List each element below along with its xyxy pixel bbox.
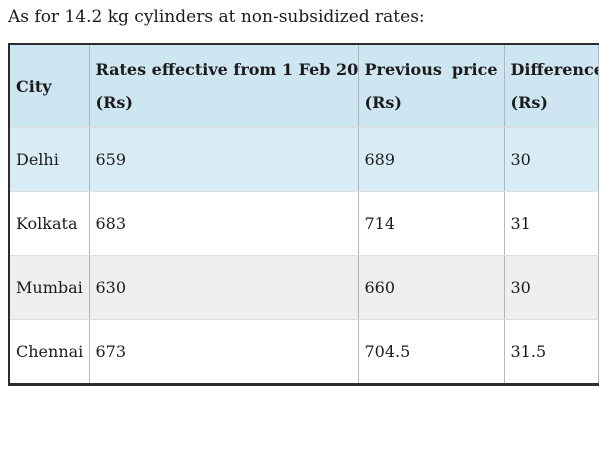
table-row: Kolkata 683 714 31 <box>9 191 599 256</box>
difference-cell: 30 <box>504 255 599 320</box>
previous-price-cell: 660 <box>358 255 505 320</box>
column-header-difference-unit: (Rs) <box>510 93 548 112</box>
previous-price-cell: 714 <box>358 191 505 256</box>
table-row: Delhi 659 689 30 <box>9 127 599 192</box>
column-header-city: City <box>9 44 90 128</box>
city-cell: Kolkata <box>9 191 90 256</box>
new-rate-cell: 683 <box>89 191 359 256</box>
new-rate-cell: 630 <box>89 255 359 320</box>
article-snippet: As for 14.2 kg cylinders at non-subsidiz… <box>0 7 600 450</box>
column-header-previous-price-unit: (Rs) <box>364 93 402 112</box>
column-header-previous-price-label: Previous price <box>364 60 498 79</box>
difference-cell: 30 <box>504 127 599 192</box>
table-header-row: City Rates effective from 1 Feb 2019 (Rs… <box>9 44 599 128</box>
column-header-new-rate: Rates effective from 1 Feb 2019 (Rs) <box>89 44 359 128</box>
column-header-difference: Difference (Rs) <box>504 44 599 128</box>
new-rate-cell: 659 <box>89 127 359 192</box>
city-cell: Chennai <box>9 319 90 385</box>
previous-price-cell: 704.5 <box>358 319 505 385</box>
rates-table: City Rates effective from 1 Feb 2019 (Rs… <box>8 43 599 386</box>
column-header-difference-label: Difference <box>510 60 598 79</box>
new-rate-cell: 673 <box>89 319 359 385</box>
city-cell: Mumbai <box>9 255 90 320</box>
difference-cell: 31 <box>504 191 599 256</box>
column-header-city-label: City <box>16 76 52 96</box>
column-header-new-rate-label: Rates effective from 1 Feb 2019 <box>95 60 358 79</box>
column-header-new-rate-unit: (Rs) <box>95 93 133 112</box>
page-title: As for 14.2 kg cylinders at non-subsidiz… <box>8 7 425 27</box>
table-row: Mumbai 630 660 30 <box>9 255 599 320</box>
previous-price-cell: 689 <box>358 127 505 192</box>
difference-cell: 31.5 <box>504 319 599 385</box>
table-row: Chennai 673 704.5 31.5 <box>9 319 599 385</box>
city-cell: Delhi <box>9 127 90 192</box>
column-header-previous-price: Previous price (Rs) <box>358 44 505 128</box>
